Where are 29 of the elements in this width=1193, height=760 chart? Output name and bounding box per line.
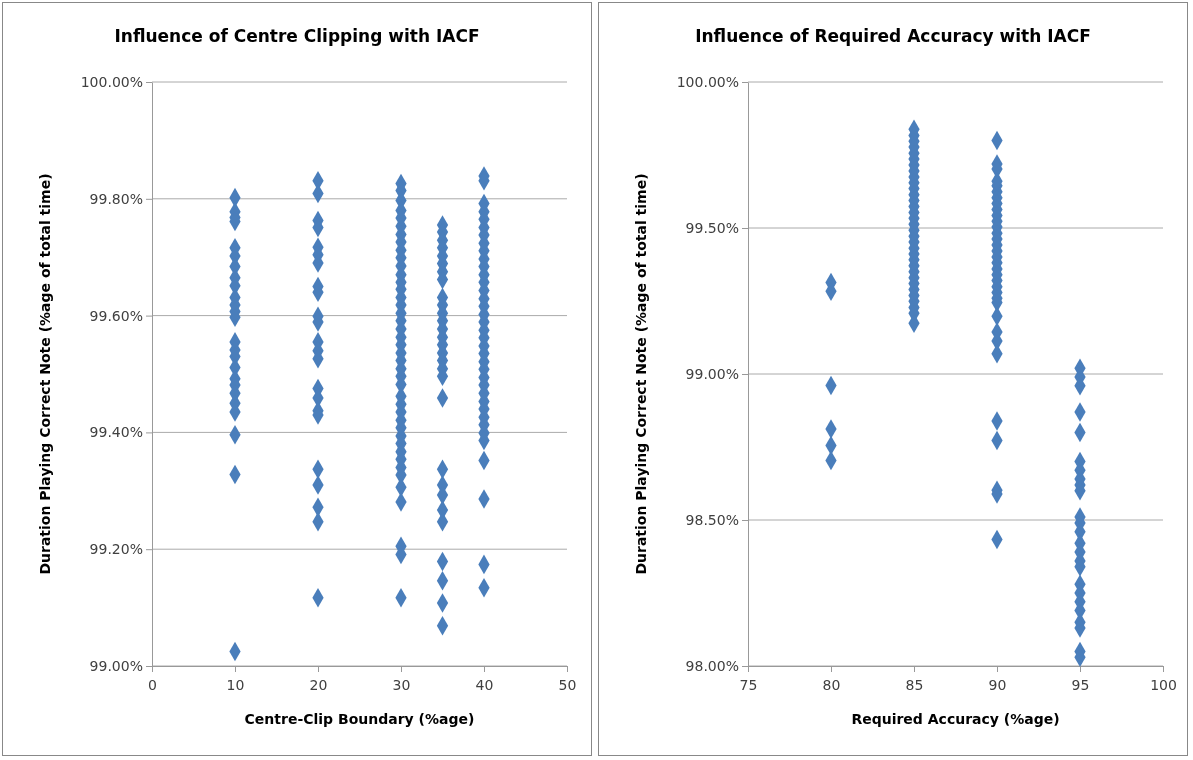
x-tick-label: 0 xyxy=(148,677,157,694)
x-tick-label: 20 xyxy=(309,677,328,694)
x-tick-label: 30 xyxy=(392,677,411,694)
y-tick-label: 99.40% xyxy=(89,424,143,441)
y-tick-label: 98.50% xyxy=(685,511,739,528)
x-axis-title: Required Accuracy (%age) xyxy=(851,711,1060,727)
chart-title: Influence of Centre Clipping with IACF xyxy=(114,26,480,46)
y-tick-label: 99.60% xyxy=(89,307,143,324)
y-axis-title: Duration Playing Correct Note (%age of total time) xyxy=(633,173,649,575)
y-tick-label: 99.20% xyxy=(89,541,143,558)
chart-title: Influence of Required Accuracy with IACF xyxy=(695,26,1091,46)
x-tick-label: 40 xyxy=(475,677,494,694)
x-tick-label: 100 xyxy=(1150,677,1177,694)
y-tick-label: 100.00% xyxy=(80,73,143,90)
y-tick-label: 99.00% xyxy=(89,657,143,674)
x-tick-label: 50 xyxy=(558,677,577,694)
y-tick-label: 99.00% xyxy=(685,365,739,382)
x-tick-label: 10 xyxy=(226,677,245,694)
y-axis-title: Duration Playing Correct Note (%age of total time) xyxy=(37,173,53,575)
y-tick-label: 98.00% xyxy=(685,657,739,674)
y-tick-label: 99.80% xyxy=(89,190,143,207)
y-tick-label: 99.50% xyxy=(685,219,739,236)
x-axis-title: Centre-Clip Boundary (%age) xyxy=(244,711,475,727)
x-tick-label: 90 xyxy=(988,677,1007,694)
x-tick-label: 95 xyxy=(1071,677,1090,694)
x-tick-label: 85 xyxy=(905,677,924,694)
y-tick-label: 100.00% xyxy=(676,73,739,90)
x-tick-label: 80 xyxy=(822,677,841,694)
x-tick-label: 75 xyxy=(739,677,758,694)
